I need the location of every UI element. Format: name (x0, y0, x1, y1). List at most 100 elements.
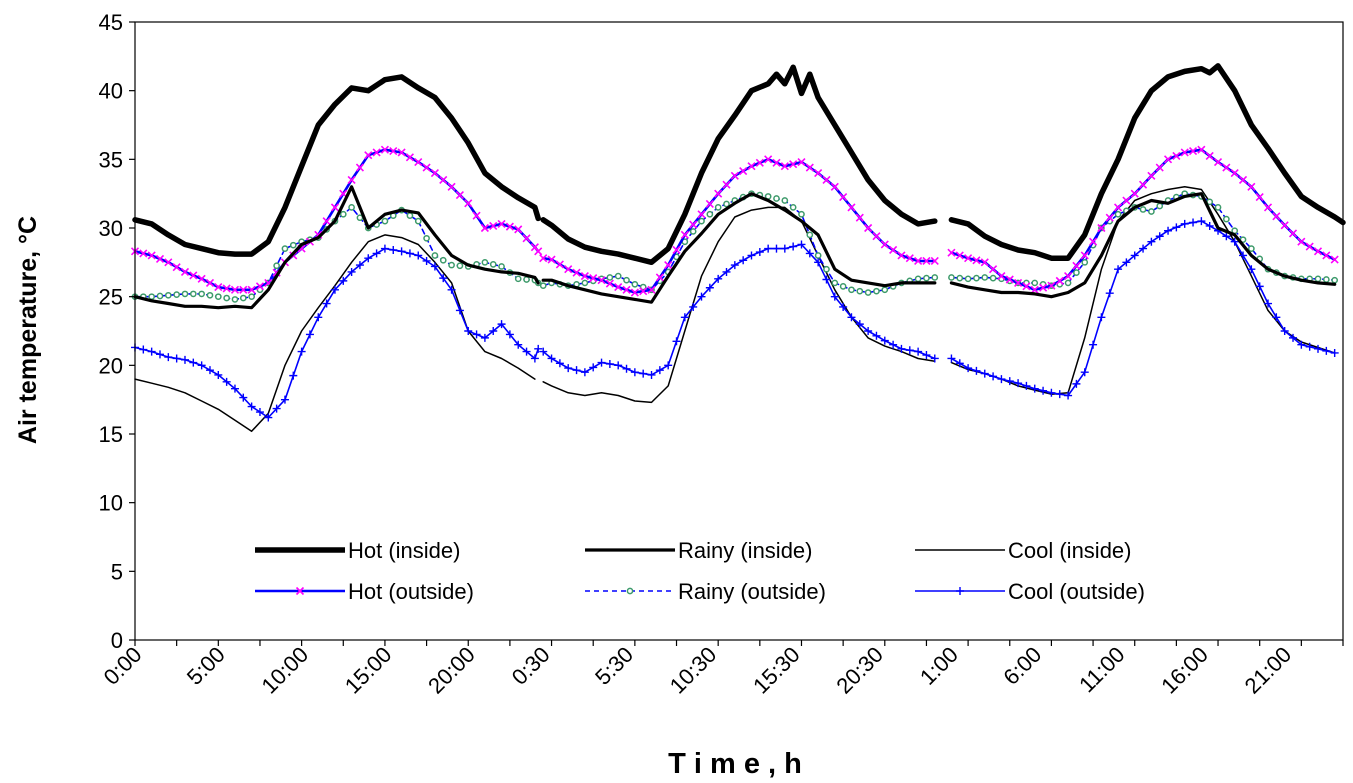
data-point-circle-marker (981, 274, 989, 281)
data-point-circle-marker (1322, 276, 1330, 283)
data-point-plus-marker (539, 347, 548, 356)
legend-item: Hot (outside) (255, 579, 474, 604)
data-point-plus-marker (222, 377, 231, 386)
data-point-plus-marker (980, 369, 989, 378)
data-point-plus-marker (1130, 251, 1139, 260)
data-point-x-marker (539, 254, 548, 263)
series-line-segment (133, 185, 540, 310)
data-point-x-marker (455, 190, 464, 200)
data-point-plus-marker (814, 258, 823, 267)
data-point-plus-marker (997, 375, 1006, 384)
data-point-x-marker (864, 223, 873, 233)
data-point-x-marker (780, 162, 789, 171)
data-point-plus-marker (272, 404, 281, 413)
data-point-x-marker (1138, 180, 1148, 189)
data-point-circle-marker (273, 262, 280, 270)
data-point-plus-marker (1272, 313, 1281, 322)
data-point-x-marker (1222, 163, 1231, 172)
data-point-circle-marker (723, 200, 730, 208)
data-point-circle-marker (698, 217, 705, 225)
data-point-circle-marker (773, 195, 780, 202)
data-point-x-marker (589, 274, 598, 283)
legend-item: Rainy (outside) (585, 579, 826, 604)
data-point-plus-marker (1072, 379, 1081, 388)
legend-label: Rainy (outside) (678, 579, 826, 604)
data-point-circle-marker (623, 276, 630, 284)
data-point-x-marker (822, 175, 831, 184)
y-tick-label: 30 (99, 216, 123, 241)
data-point-x-marker (789, 160, 798, 169)
data-point-plus-marker (347, 267, 356, 276)
series-line-segment (540, 64, 938, 266)
data-point-plus-marker (264, 413, 273, 422)
y-tick-label: 0 (111, 628, 123, 653)
data-point-plus-marker (280, 395, 289, 404)
data-point-plus-marker (1022, 381, 1031, 390)
data-point-circle-marker (381, 217, 389, 225)
data-point-circle-marker (348, 204, 355, 211)
series-line-segment (950, 148, 1336, 292)
data-point-x-marker (1255, 193, 1264, 202)
data-point-circle-marker (248, 293, 255, 301)
data-point-plus-marker (1247, 265, 1256, 274)
series-cool-inside (134, 186, 1336, 433)
data-point-plus-marker (655, 366, 664, 375)
data-point-plus-marker (1280, 327, 1289, 335)
data-point-plus-marker (547, 354, 556, 363)
data-point-plus-marker (1330, 348, 1339, 357)
data-point-plus-marker (639, 369, 648, 378)
data-point-x-marker (805, 163, 814, 172)
data-point-x-marker (1172, 151, 1181, 160)
data-point-plus-marker (1030, 384, 1039, 393)
data-point-plus-marker (455, 306, 464, 315)
data-point-plus-marker (864, 327, 873, 335)
data-point-plus-marker (1322, 346, 1331, 355)
data-point-x-marker (964, 254, 973, 263)
data-point-x-marker (722, 180, 731, 189)
data-point-x-marker (1330, 255, 1339, 264)
data-point-circle-marker (1064, 279, 1072, 287)
data-point-plus-marker (1264, 299, 1273, 308)
legend-label: Hot (inside) (348, 538, 460, 563)
data-point-circle-marker (181, 290, 189, 298)
data-point-plus-marker (714, 274, 723, 283)
data-point-circle-marker (689, 228, 697, 235)
data-point-plus-marker (572, 366, 581, 375)
data-point-plus-marker (522, 347, 531, 356)
data-point-x-marker (747, 162, 756, 171)
data-point-plus-marker (189, 358, 198, 367)
data-point-x-marker (139, 249, 148, 258)
data-point-x-marker (347, 175, 356, 184)
data-point-circle-marker (956, 274, 964, 282)
data-point-circle-marker (1114, 210, 1122, 218)
data-point-plus-marker (1097, 313, 1106, 322)
data-point-plus-marker (1047, 388, 1056, 397)
data-point-circle-marker (914, 275, 922, 283)
data-point-circle-marker (206, 291, 214, 299)
data-point-circle-marker (489, 261, 497, 268)
data-point-x-marker (1089, 237, 1098, 246)
x-tick-label: 1:00 (915, 642, 963, 690)
data-point-x-marker (247, 285, 256, 294)
data-point-plus-marker (155, 350, 164, 359)
data-point-plus-marker (405, 249, 414, 258)
y-tick-label: 25 (99, 285, 123, 310)
data-point-plus-marker (322, 299, 331, 308)
data-point-circle-marker (1081, 258, 1089, 266)
data-point-x-marker (422, 163, 431, 172)
y-tick-label: 10 (99, 491, 123, 516)
data-point-x-marker (1130, 189, 1139, 198)
data-point-x-marker (180, 267, 190, 277)
data-point-plus-marker (1064, 391, 1073, 400)
data-point-circle-marker (439, 256, 447, 264)
data-point-plus-marker (1189, 218, 1198, 227)
data-point-circle-marker (706, 210, 714, 218)
data-point-x-marker (147, 251, 156, 260)
data-point-x-marker (330, 203, 340, 212)
data-point-circle-marker (873, 287, 880, 295)
data-point-plus-marker (505, 330, 514, 339)
data-point-plus-marker (1080, 368, 1089, 377)
data-point-x-marker (1197, 145, 1206, 154)
data-point-x-marker (972, 256, 981, 265)
data-point-plus-marker (972, 366, 981, 375)
